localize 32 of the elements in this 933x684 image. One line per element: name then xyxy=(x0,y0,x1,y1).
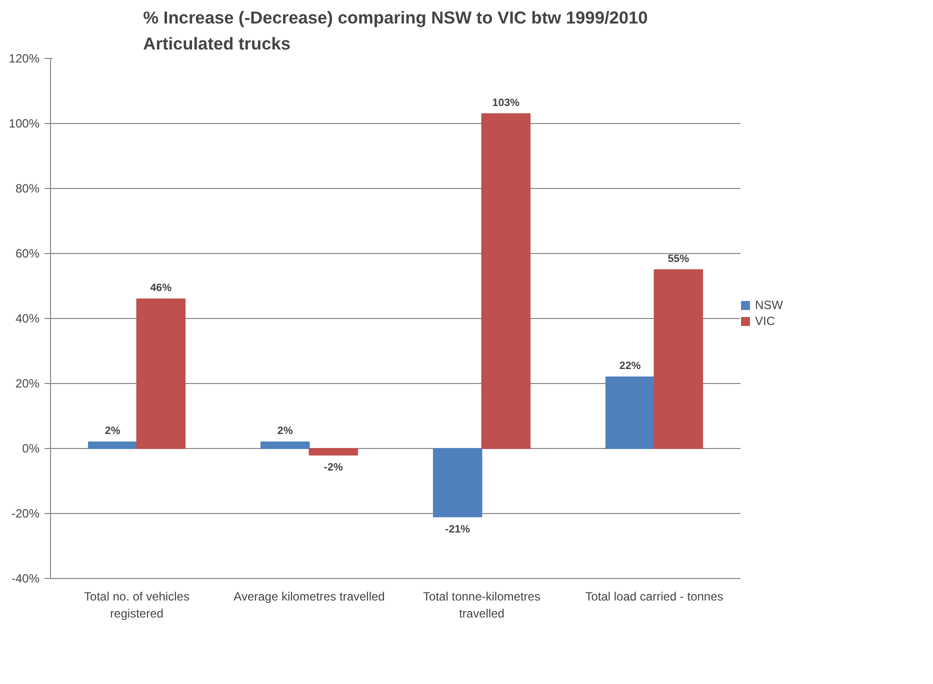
y-tick-label: 0% xyxy=(22,442,40,456)
chart-title: % Increase (-Decrease) comparing NSW to VIC btw 1999/2010 Articulated trucks xyxy=(143,8,648,54)
y-tick-label: 60% xyxy=(15,246,40,260)
data-label: 46% xyxy=(150,282,172,294)
y-tick-label: 40% xyxy=(15,312,40,326)
y-tick-label: 120% xyxy=(8,52,40,66)
bar xyxy=(308,448,358,456)
legend-label: VIC xyxy=(755,314,776,328)
y-tick-label: 20% xyxy=(15,376,40,390)
bar xyxy=(136,298,186,449)
bar xyxy=(260,442,310,449)
y-tick-label: -40% xyxy=(11,572,40,586)
bar xyxy=(605,376,655,449)
bar xyxy=(88,442,138,449)
x-tick-label: Average kilometres travelled xyxy=(234,590,385,604)
y-tick-label: -20% xyxy=(11,506,40,520)
data-label: 55% xyxy=(668,252,690,265)
bar xyxy=(654,269,704,449)
x-tick-label: Total tonne-kilometres travelled xyxy=(423,590,540,620)
y-tick-label: 100% xyxy=(8,116,40,130)
data-label: -21% xyxy=(445,523,471,536)
data-label: 2% xyxy=(104,425,121,438)
bar xyxy=(481,113,531,449)
bar xyxy=(432,448,482,518)
data-label: 103% xyxy=(492,96,520,109)
y-tick-label: 80% xyxy=(15,182,40,196)
legend-label: NSW xyxy=(755,298,783,312)
x-tick-label: Total no. of vehicles registered xyxy=(84,590,190,620)
data-label: 2% xyxy=(277,425,294,438)
data-label: -2% xyxy=(324,462,344,474)
x-tick-label: Total load carried - tonnes xyxy=(585,590,724,604)
data-label: 22% xyxy=(619,360,642,372)
